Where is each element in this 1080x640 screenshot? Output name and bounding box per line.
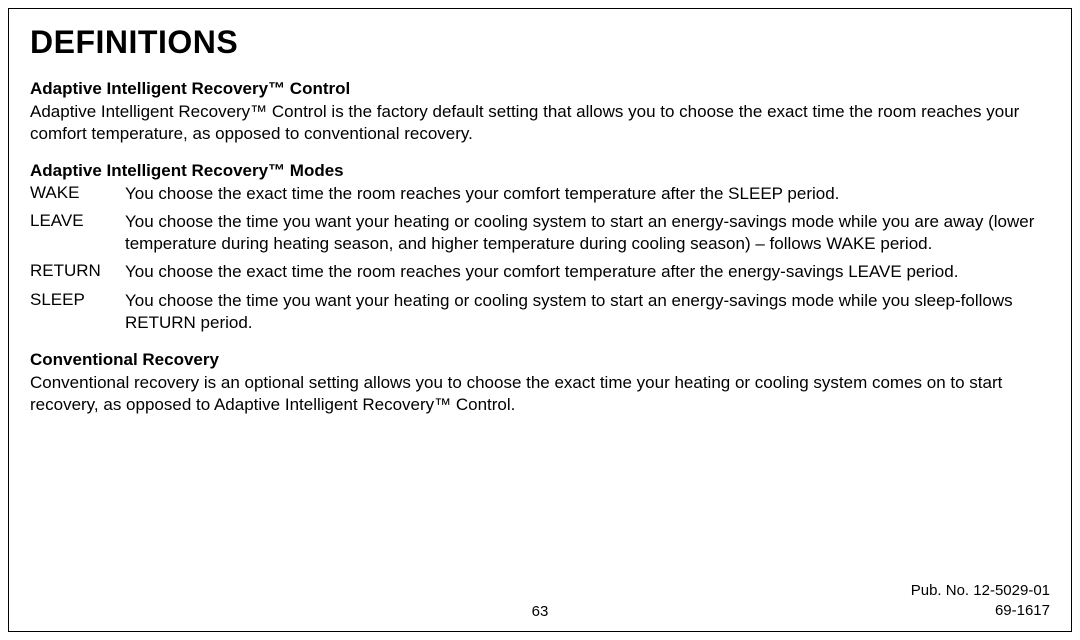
mode-label-wake: WAKE (30, 183, 125, 205)
section-body-1: Adaptive Intelligent Recovery™ Control i… (30, 101, 1050, 145)
modes-list: WAKE You choose the exact time the room … (30, 183, 1050, 334)
publication-info: Pub. No. 12-5029-01 69-1617 (911, 581, 1050, 620)
section-body-3: Conventional recovery is an optional set… (30, 372, 1050, 416)
section-heading-1: Adaptive Intelligent Recovery™ Control (30, 79, 1050, 99)
mode-desc-sleep: You choose the time you want your heatin… (125, 290, 1050, 334)
section-adaptive-modes: Adaptive Intelligent Recovery™ Modes WAK… (30, 161, 1050, 334)
mode-row: RETURN You choose the exact time the roo… (30, 261, 1050, 283)
mode-row: WAKE You choose the exact time the room … (30, 183, 1050, 205)
mode-desc-leave: You choose the time you want your heatin… (125, 211, 1050, 255)
mode-row: LEAVE You choose the time you want your … (30, 211, 1050, 255)
section-heading-3: Conventional Recovery (30, 350, 1050, 370)
page-number: 63 (30, 603, 1050, 620)
mode-label-return: RETURN (30, 261, 125, 283)
section-adaptive-control: Adaptive Intelligent Recovery™ Control A… (30, 79, 1050, 145)
pub-number-1: Pub. No. 12-5029-01 (911, 581, 1050, 601)
mode-desc-wake: You choose the exact time the room reach… (125, 183, 1050, 205)
mode-label-leave: LEAVE (30, 211, 125, 255)
page-footer: 63 Pub. No. 12-5029-01 69-1617 (30, 603, 1050, 620)
section-conventional-recovery: Conventional Recovery Conventional recov… (30, 350, 1050, 416)
section-heading-2: Adaptive Intelligent Recovery™ Modes (30, 161, 1050, 181)
mode-row: SLEEP You choose the time you want your … (30, 290, 1050, 334)
page-title: DEFINITIONS (30, 24, 1050, 61)
mode-desc-return: You choose the exact time the room reach… (125, 261, 1050, 283)
mode-label-sleep: SLEEP (30, 290, 125, 334)
pub-number-2: 69-1617 (911, 601, 1050, 621)
